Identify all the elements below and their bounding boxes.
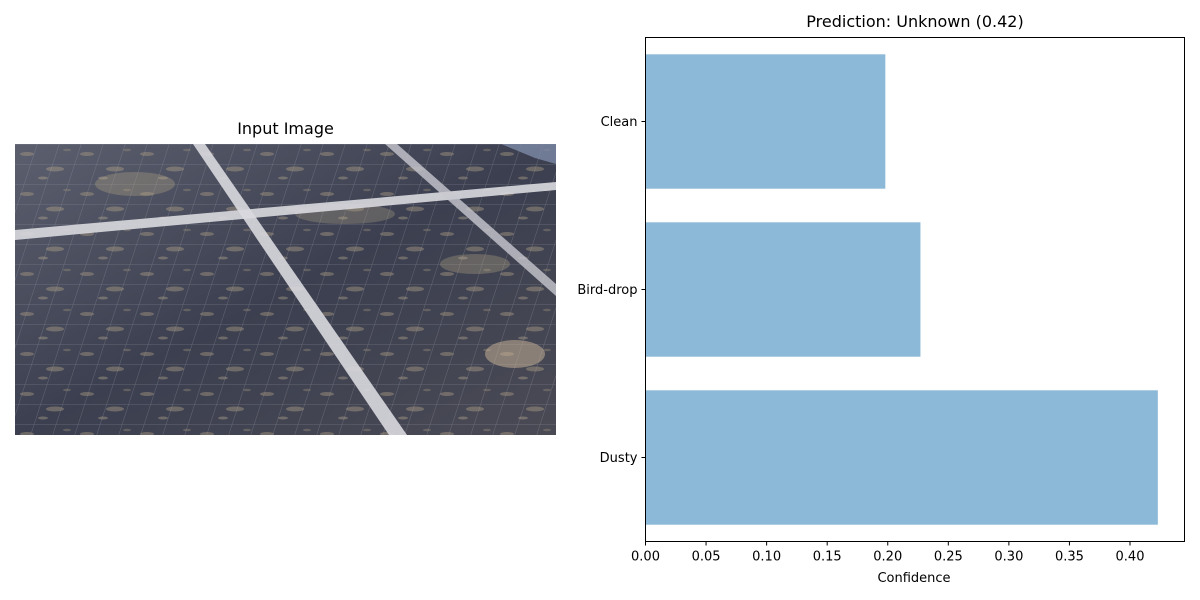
x-ticks: 0.00 0.05 0.10 0.15 0.20 0.25 0.30 0.35 0.40 <box>631 541 1145 565</box>
x-tick-label: 0.35 <box>1055 550 1084 565</box>
y-tick-label: Clean <box>601 115 638 130</box>
x-tick-label: 0.25 <box>934 550 963 565</box>
x-tick-label: 0.20 <box>873 550 902 565</box>
chart-title: Prediction: Unknown (0.42) <box>806 12 1024 31</box>
x-tick-label: 0.40 <box>1116 550 1145 565</box>
bar-clean <box>645 54 886 189</box>
x-tick-label: 0.05 <box>692 550 721 565</box>
input-image <box>15 144 556 435</box>
bar-bird-drop <box>645 222 921 357</box>
x-tick-label: 0.30 <box>994 550 1023 565</box>
x-tick-label: 0.15 <box>813 550 842 565</box>
y-tick-label: Bird-drop <box>577 283 637 298</box>
x-axis-label: Confidence <box>877 571 950 586</box>
bars-layer <box>645 54 1158 525</box>
y-tick-label: Dusty <box>600 451 638 466</box>
x-tick-label: 0.00 <box>631 550 660 565</box>
x-tick-label: 0.10 <box>752 550 781 565</box>
y-ticks: Dusty Bird-drop Clean <box>577 115 646 466</box>
bar-dusty <box>645 390 1158 525</box>
image-panel-title: Input Image <box>237 119 334 138</box>
